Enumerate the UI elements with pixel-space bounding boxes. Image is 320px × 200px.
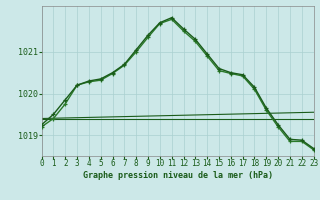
- X-axis label: Graphe pression niveau de la mer (hPa): Graphe pression niveau de la mer (hPa): [83, 171, 273, 180]
